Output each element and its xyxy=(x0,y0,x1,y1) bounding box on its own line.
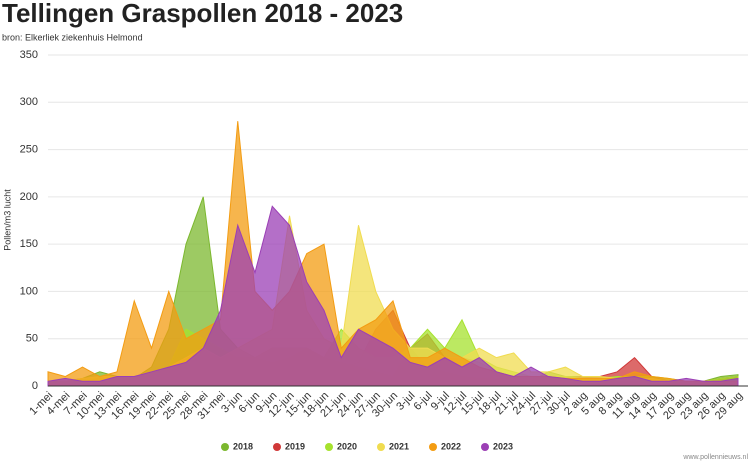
area xyxy=(47,121,739,387)
legend-marker xyxy=(221,443,229,451)
legend-label: 2023 xyxy=(493,441,513,451)
chart-title: Tellingen Graspollen 2018 - 2023 xyxy=(2,0,403,28)
y-tick-label: 350 xyxy=(20,49,38,61)
y-tick-label: 250 xyxy=(20,143,38,155)
legend-marker xyxy=(377,443,385,451)
legend-marker xyxy=(481,443,489,451)
chart-subtitle: bron: Elkerliek ziekenhuis Helmond xyxy=(2,32,143,42)
legend-marker xyxy=(273,443,281,451)
y-tick-label: 150 xyxy=(20,238,38,250)
legend-label: 2022 xyxy=(441,441,461,451)
legend-label: 2018 xyxy=(233,441,253,451)
legend-label: 2021 xyxy=(389,441,409,451)
legend-marker xyxy=(325,443,333,451)
source: www.pollennieuws.nl xyxy=(682,454,748,461)
legend-marker xyxy=(429,443,437,451)
y-tick-label: 0 xyxy=(32,380,38,392)
y-tick-label: 200 xyxy=(20,191,38,203)
y-tick-label: 50 xyxy=(26,333,38,345)
legend-label: 2019 xyxy=(285,441,305,451)
area xyxy=(47,205,739,387)
y-tick-label: 300 xyxy=(20,96,38,108)
legend-label: 2020 xyxy=(337,441,357,451)
y-axis-label: Pollen/m3 lucht xyxy=(2,189,12,251)
y-tick-label: 100 xyxy=(20,285,38,297)
